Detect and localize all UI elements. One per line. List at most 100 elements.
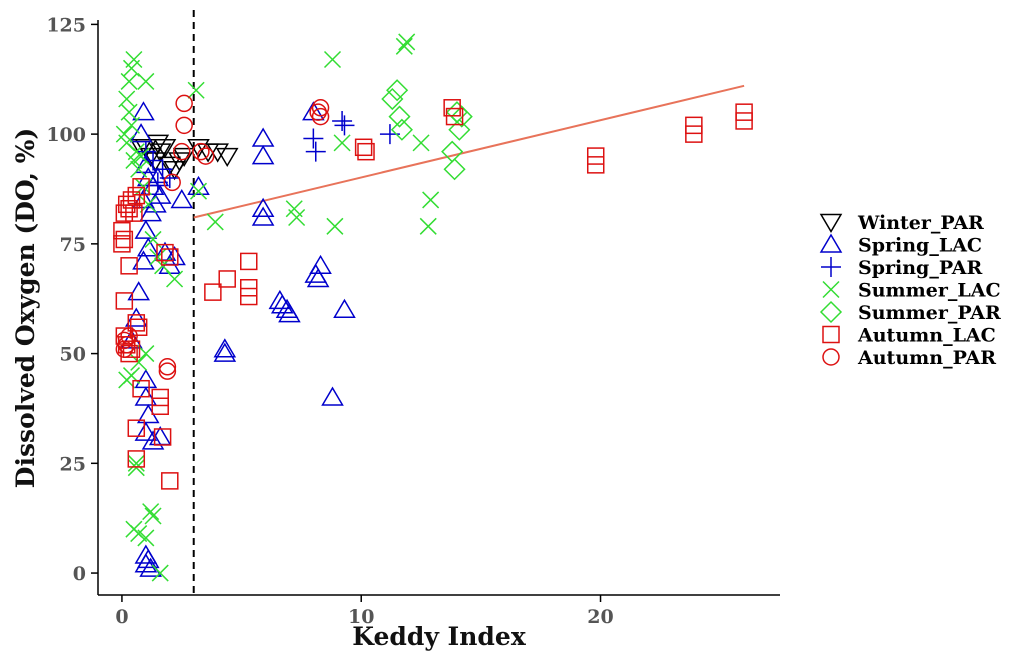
data-point <box>390 118 413 141</box>
data-point <box>311 99 330 117</box>
data-point <box>137 345 155 363</box>
data-point <box>125 204 143 222</box>
legend-label: Autumn_PAR <box>857 347 996 369</box>
legend-label: Spring_LAC <box>858 235 982 257</box>
data-point <box>450 105 473 128</box>
data-point <box>163 246 186 266</box>
data-point <box>125 151 143 169</box>
data-point <box>240 252 258 271</box>
legend: Winter_PARSpring_LACSpring_PARSummer_LAC… <box>819 212 1001 369</box>
data-point <box>334 115 355 136</box>
data-point <box>206 213 224 231</box>
y-tick-label: 0 <box>73 563 86 585</box>
data-point <box>130 160 148 178</box>
data-point <box>306 267 330 288</box>
data-point <box>127 459 145 477</box>
data-point <box>443 158 466 181</box>
y-tick-label: 50 <box>60 344 86 366</box>
legend-entry: Spring_PAR <box>821 257 982 279</box>
data-point <box>685 116 703 135</box>
data-point <box>305 141 326 162</box>
data-point <box>175 94 193 113</box>
data-point <box>120 327 138 345</box>
data-point <box>422 191 440 209</box>
axis-ticks: 0 10 20 0 25 50 75 100 125 <box>46 14 613 628</box>
data-point <box>586 156 605 174</box>
data-point <box>168 152 191 172</box>
data-point <box>115 340 134 358</box>
data-point <box>735 112 753 130</box>
data-point <box>586 147 605 165</box>
data-point <box>141 430 165 450</box>
legend-entry: Summer_LAC <box>822 280 1001 302</box>
data-point <box>115 204 134 222</box>
x-axis-title: Keddy Index <box>352 622 527 651</box>
data-point <box>142 503 160 521</box>
data-point <box>251 197 275 217</box>
legend-label: Summer_PAR <box>858 302 1001 324</box>
data-point <box>323 50 342 69</box>
legend-marker <box>819 213 843 233</box>
legend-entry: Spring_LAC <box>819 233 982 257</box>
data-point <box>398 33 416 51</box>
legend-label: Autumn_LAC <box>857 325 996 347</box>
data-point <box>441 140 464 163</box>
data-point <box>149 248 167 266</box>
data-point <box>156 243 174 262</box>
data-point <box>303 128 324 149</box>
data-point <box>388 105 411 128</box>
legend-entry: Summer_PAR <box>819 300 1001 324</box>
data-point <box>175 116 193 135</box>
data-point <box>132 101 155 121</box>
data-point <box>122 191 141 209</box>
data-point <box>170 188 194 209</box>
data-point <box>151 564 169 582</box>
legend-entry: Winter_PAR <box>819 212 984 234</box>
data-point <box>215 147 239 168</box>
data-point <box>278 303 301 323</box>
data-point <box>148 184 172 204</box>
legend-marker <box>819 300 843 324</box>
data-point <box>445 107 464 126</box>
data-point <box>129 123 153 143</box>
x-tick-label: 0 <box>115 606 128 628</box>
data-point <box>386 79 409 102</box>
data-point <box>381 87 404 111</box>
data-point <box>129 318 148 337</box>
data-point <box>127 281 150 301</box>
data-point <box>115 331 134 350</box>
series-summer-par <box>381 79 473 181</box>
data-point <box>448 118 471 141</box>
data-point <box>321 386 344 406</box>
legend-marker <box>822 348 840 366</box>
data-point <box>240 278 258 297</box>
data-point <box>240 287 258 306</box>
data-point <box>115 327 134 345</box>
data-point <box>158 358 177 376</box>
data-point <box>251 145 275 165</box>
data-point <box>354 138 373 157</box>
data-point <box>357 142 375 161</box>
legend-marker <box>821 257 841 277</box>
data-point <box>132 250 155 270</box>
data-point <box>333 134 351 152</box>
data-point <box>134 368 158 389</box>
data-point <box>172 147 196 168</box>
data-point <box>124 307 148 327</box>
plot-area: 0 10 20 0 25 50 75 100 125 <box>46 10 780 628</box>
data-point <box>395 37 413 55</box>
data-point <box>153 428 172 446</box>
data-point <box>159 168 180 189</box>
legend-marker <box>819 233 843 253</box>
data-point <box>309 254 332 275</box>
data-point <box>309 103 327 121</box>
data-point <box>311 107 330 126</box>
data-point <box>412 134 430 152</box>
data-point <box>148 143 172 163</box>
data-point <box>144 507 162 525</box>
data-point <box>115 230 134 249</box>
data-point <box>187 81 205 99</box>
data-point <box>132 379 150 398</box>
data-point <box>137 72 155 90</box>
